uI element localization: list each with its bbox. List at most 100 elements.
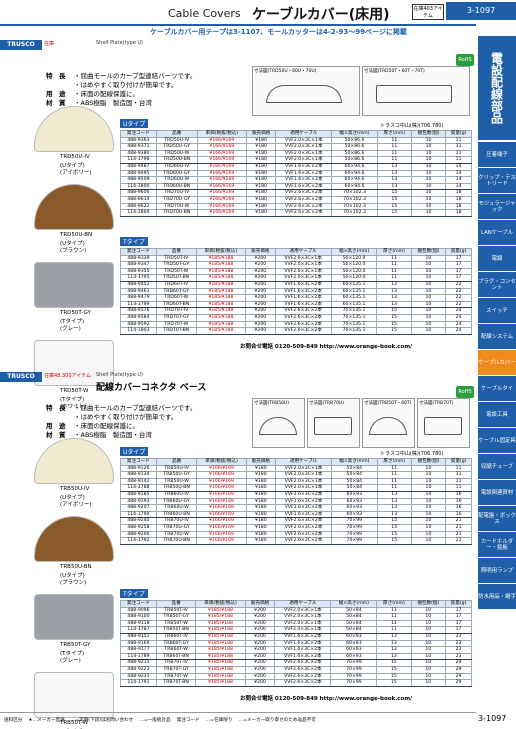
table-cell: 50×84 — [330, 626, 378, 634]
table-cell: 60×94.6 — [331, 176, 378, 184]
column-header: 梱包数(個) — [410, 458, 447, 466]
sidebar-tab: クリップ・テストリード — [478, 168, 516, 194]
table-row: 488-9452 TRD60T-IV ¥185/¥188 ¥200 VVF1.6×3C×… — [120, 280, 472, 289]
table-cell: VVF1.6×3C×2本 — [274, 639, 332, 648]
feature-label: 材 質 — [46, 99, 66, 107]
table-cell: 488-9223 — [120, 665, 157, 674]
table-cell: 70×99 — [330, 679, 378, 687]
table-cell: 13 — [376, 490, 412, 499]
table-cell: ¥185/¥188 — [195, 327, 247, 335]
table-cell: VVF2.6×3C×2本 — [274, 665, 332, 674]
table-cell: 17 — [445, 619, 472, 628]
table-cell: 15 — [376, 189, 412, 197]
table-cell: 488-9371 — [120, 143, 157, 151]
footer: 送料区分 ★…メーカー直送 …=実際(下段)はお問い合わせ …=一般統計品 発注コード …… — [0, 712, 476, 726]
table-cell: 488-9461 — [120, 287, 157, 296]
table-cell: 488-9592 — [120, 320, 157, 329]
diagram-label: 寸法図(TRD50T・60T・70T) — [364, 69, 425, 74]
table-cell: 24 — [445, 327, 472, 335]
table-cell: VVF2.0×3C×1本 — [275, 149, 333, 158]
product-caption: (ブラウン) — [60, 248, 87, 254]
table-cell: 10 — [410, 143, 447, 151]
product-caption: (グレー) — [60, 658, 81, 664]
sidebar-tab: モジュラージャック — [478, 194, 516, 220]
table-row: 488-9223 TRB70T-GY ¥185/¥188 ¥200 VVF2.6×3C×… — [120, 665, 472, 674]
table-cell: ¥180 — [245, 484, 277, 492]
table-cell: VVF1.6×3C×2本 — [275, 182, 333, 191]
table-cell: 60×135.1 — [330, 280, 378, 289]
table-cell: 50×120.0 — [330, 274, 378, 282]
table-cell: 11 — [376, 484, 412, 492]
table-cell: 15 — [376, 537, 412, 545]
table-cell: 11 — [445, 156, 472, 164]
table-cell: VVF2.0×3C×1本 — [274, 613, 332, 621]
table-cell: 10 — [410, 261, 447, 269]
table-cell: 11 — [376, 136, 412, 145]
table-cell: 24 — [445, 320, 472, 329]
table-cell: 488-9606 — [120, 189, 157, 197]
table-cell: 13 — [376, 162, 412, 171]
table-row: 488-9215 TRB70T-IV ¥185/¥188 ¥200 VVF2.6×3C×… — [120, 659, 472, 667]
table-cell: TRB70T-W — [155, 672, 197, 681]
table-cell: 10 — [410, 639, 447, 648]
table-cell: 11 — [376, 254, 412, 263]
table-cell: TRB60U-BN — [155, 510, 198, 519]
table-cell: 114-1787 — [120, 626, 157, 634]
column-header: 厚さ(mm) — [376, 600, 412, 608]
table-cell: 10 — [410, 156, 447, 164]
table-cell: ¥166/¥169 — [196, 471, 247, 479]
table-row: 488-9231 TRB70T-W ¥185/¥188 ¥200 VVF2.6×3C×2… — [120, 672, 472, 681]
column-header: 販売価格 — [245, 458, 277, 466]
table-cell: VVF2.6×3C×2本 — [275, 202, 333, 211]
table-cell: 10 — [410, 464, 447, 473]
table-row: 488-9622 TRD70U-W ¥166/¥169 ¥180 VVF2.6×3C×2… — [120, 202, 472, 211]
table-cell: ¥180 — [245, 143, 277, 151]
table-cell: 114-1792 — [120, 537, 157, 545]
table-cell: VVF1.6×3C×2本 — [274, 280, 332, 289]
table-cell: ¥200 — [244, 672, 276, 681]
product-image — [34, 438, 114, 484]
table-cell: 488-9100 — [120, 613, 157, 621]
table-cell: 23 — [445, 632, 472, 641]
table-cell: 114-1803 — [120, 327, 157, 335]
table-cell: 50×84 — [330, 464, 378, 473]
column-header: 質量(g) — [445, 600, 472, 608]
diagram-label: 寸法図(TRB70U) — [309, 401, 344, 406]
table-cell: 488-9231 — [120, 672, 157, 681]
feature-label: 用 途 — [46, 422, 66, 430]
table-cell: 16 — [445, 504, 472, 512]
table-cell: ¥166/¥169 — [196, 504, 247, 512]
table-cell: ¥185/¥188 — [195, 665, 246, 674]
product-caption: TRD50T-W — [60, 388, 89, 394]
column-header: 幅×高さ(mm) — [330, 600, 378, 608]
table-cell: ¥180 — [245, 497, 277, 506]
product-caption: (ホワイト) — [60, 404, 87, 410]
sidebar-tab: カードホルダー・銘板 — [478, 532, 516, 558]
table-cell: 60×93 — [330, 632, 378, 641]
table-cell: 488-9207 — [120, 504, 157, 512]
table-row: 488-9576 TRD70T-IV ¥185/¥188 ¥200 VVF2.6×3C×… — [120, 307, 472, 315]
table-cell: ¥200 — [245, 327, 276, 335]
table-cell: 70×102.3 — [331, 209, 378, 217]
feature-label: 材 質 — [46, 431, 66, 439]
table-cell: 50×84 — [330, 471, 378, 479]
table-row: 114-1800 TRD60U-BN ¥166/¥169 ¥180 VVF1.6×3C×… — [120, 182, 472, 191]
product-caption: TRD50U-BN — [60, 232, 93, 238]
product-caption: (Tタイプ) — [60, 651, 85, 657]
table-cell: VVF1.6×3C×2本 — [274, 294, 332, 302]
table-cell: 11 — [376, 261, 412, 269]
table-cell: ¥166/¥169 — [196, 510, 247, 519]
table-cell: 60×93 — [330, 497, 378, 506]
table-cell: TRB50U-IV — [155, 464, 198, 473]
table-cell: 13 — [376, 646, 412, 654]
column-header: 質量(g) — [445, 130, 472, 138]
table-cell: TRD60U-GY — [155, 169, 198, 178]
table-cell: ¥166/¥169 — [196, 176, 247, 184]
table-type-label: Tタイプ — [120, 589, 148, 598]
table-row: 488-9169 TRB60T-GY ¥185/¥188 ¥200 VVF1.6×3C×… — [120, 639, 472, 648]
product-caption: (Uタイプ) — [60, 573, 85, 579]
table-cell: 70×99 — [330, 530, 378, 539]
dimension-diagram: 寸法図(TRD50U・60U・70U) — [252, 66, 360, 116]
table-cell: VVF1.6×3C×2本 — [275, 510, 332, 519]
